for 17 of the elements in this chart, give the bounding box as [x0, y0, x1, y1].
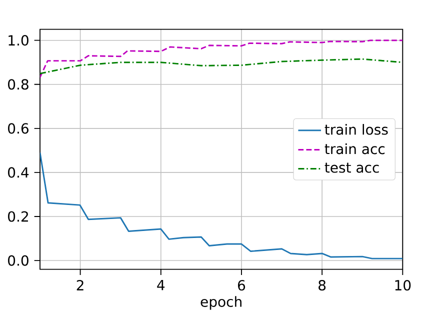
x-tick-label: 10	[395, 280, 411, 291]
legend-label: train loss	[324, 124, 388, 135]
legend-label: train acc	[324, 144, 385, 154]
y-tick-label: 0.6	[8, 123, 28, 134]
x-axis-title: epoch	[200, 296, 242, 310]
line-series	[40, 58, 403, 74]
y-tick-label: 0.0	[8, 255, 28, 266]
legend-label: test acc	[324, 162, 379, 173]
y-tick-label: 0.2	[8, 211, 28, 222]
y-tick-label: 0.4	[8, 167, 29, 178]
y-tick-label: 0.8	[8, 79, 28, 90]
x-tick-label: 6	[238, 280, 246, 291]
x-tick-label: 4	[157, 280, 165, 290]
x-tick-label: 8	[318, 280, 326, 291]
line-series	[40, 40, 403, 78]
x-tick-label: 2	[76, 280, 84, 291]
y-tick-label: 1.0	[8, 35, 28, 46]
